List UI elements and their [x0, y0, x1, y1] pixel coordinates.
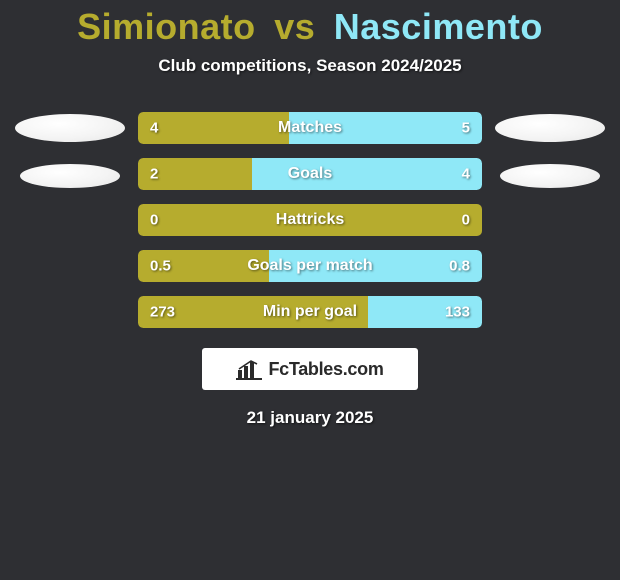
stat-label: Goals per match — [247, 257, 372, 275]
subtitle: Club competitions, Season 2024/2025 — [158, 56, 461, 76]
stat-value-right: 4 — [462, 166, 470, 183]
stat-value-right: 0 — [462, 212, 470, 229]
stat-value-right: 133 — [445, 304, 470, 321]
stat-label: Goals — [288, 165, 332, 183]
stat-row: Hattricks 0 0 — [138, 204, 482, 236]
snapshot-date: 21 january 2025 — [247, 408, 374, 428]
stat-label: Hattricks — [276, 211, 344, 229]
comparison-bars: Matches 4 5 Goals 2 4 Hattricks 0 0 Goals per mat… — [138, 112, 482, 328]
brand-badge: FcTables.com — [202, 348, 418, 390]
comparison-region: Matches 4 5 Goals 2 4 Hattricks 0 0 Goals per mat… — [0, 112, 620, 328]
player2-avatar-col — [490, 112, 610, 188]
player1-avatar-col — [10, 112, 130, 188]
stat-bar-right-fill — [252, 158, 482, 190]
player2-avatar-placeholder — [495, 114, 605, 142]
stat-row: Matches 4 5 — [138, 112, 482, 144]
player2-name: Nascimento — [334, 6, 543, 47]
page-title: Simionato vs Nascimento — [77, 6, 543, 48]
stat-label: Matches — [278, 119, 342, 137]
stat-value-right: 0.8 — [449, 258, 470, 275]
brand-text: FcTables.com — [268, 359, 383, 380]
stat-row: Goals per match 0.5 0.8 — [138, 250, 482, 282]
bar-chart-icon — [236, 358, 262, 380]
stat-value-left: 0.5 — [150, 258, 171, 275]
player1-avatar-placeholder — [15, 114, 125, 142]
player1-club-placeholder — [20, 164, 120, 188]
stat-value-right: 5 — [462, 120, 470, 137]
stat-value-left: 273 — [150, 304, 175, 321]
stat-label: Min per goal — [263, 303, 357, 321]
stat-value-left: 0 — [150, 212, 158, 229]
stat-row: Goals 2 4 — [138, 158, 482, 190]
stat-value-left: 2 — [150, 166, 158, 183]
stat-value-left: 4 — [150, 120, 158, 137]
vs-separator: vs — [274, 6, 315, 47]
player2-club-placeholder — [500, 164, 600, 188]
player1-name: Simionato — [77, 6, 256, 47]
stat-bar-left-fill — [138, 112, 289, 144]
stat-row: Min per goal 273 133 — [138, 296, 482, 328]
